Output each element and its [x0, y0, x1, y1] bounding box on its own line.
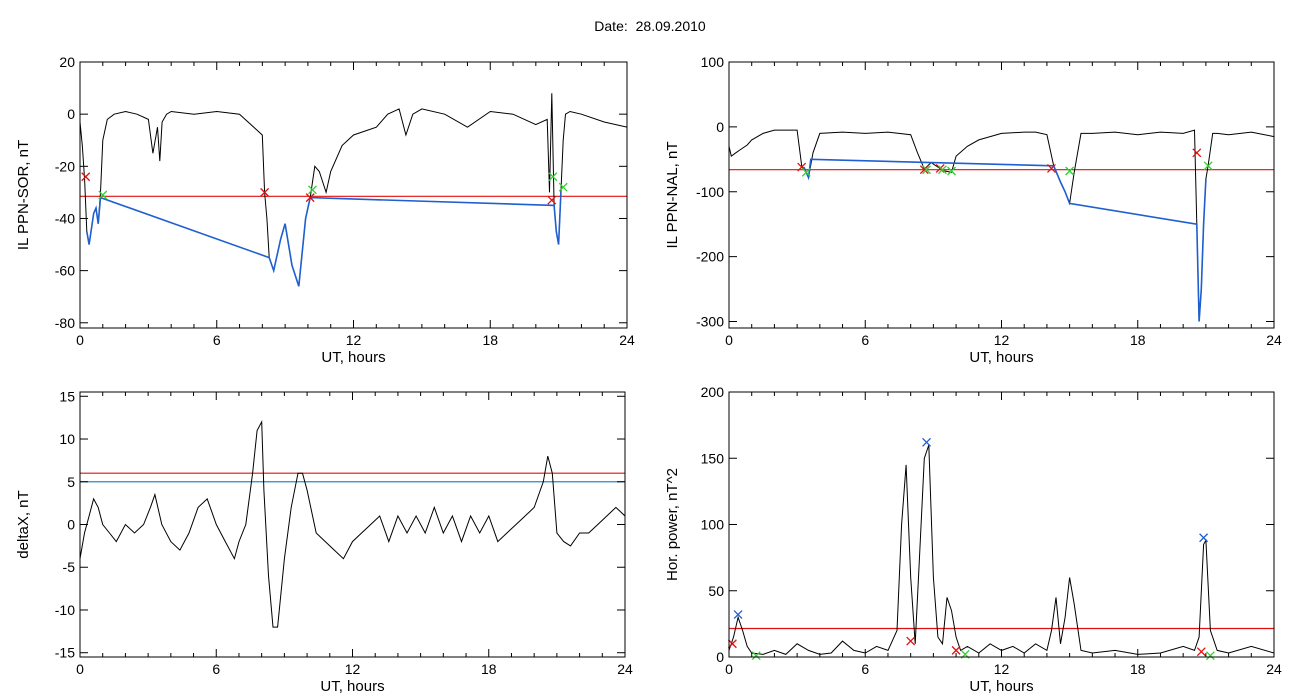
page-title: Date: 28.09.2010: [594, 18, 706, 34]
x-tick-label: 12: [994, 332, 1010, 348]
x-axis-label: UT, hours: [321, 349, 385, 366]
event-marker: [951, 645, 961, 655]
plot-frame: [728, 61, 1275, 329]
y-tick-label: 100: [701, 54, 725, 70]
x-axis-label: UT, hours: [320, 678, 384, 695]
y-tick-label: -60: [55, 263, 75, 279]
event-marker: [922, 165, 932, 175]
x-tick-label: 24: [619, 332, 635, 348]
x-tick-label: 12: [345, 661, 361, 677]
event-marker: [906, 636, 916, 646]
y-tick-label: 10: [59, 431, 75, 447]
series-line: [80, 420, 625, 628]
y-tick-label: 50: [708, 583, 724, 599]
x-tick-label: 18: [482, 332, 498, 348]
x-tick-label: 12: [346, 332, 362, 348]
series-line: [80, 93, 627, 287]
y-tick-label: -200: [696, 249, 724, 265]
y-tick-label: -10: [55, 602, 75, 618]
event-marker: [1047, 163, 1056, 173]
event-marker: [558, 182, 568, 192]
event-marker: [308, 185, 317, 195]
y-tick-label: -300: [696, 314, 724, 330]
y-axis-label: Hor. power, nT^2: [664, 468, 681, 581]
event-marker: [727, 639, 737, 649]
event-marker: [751, 651, 761, 661]
x-tick-label: 0: [76, 332, 84, 348]
x-tick-label: 18: [481, 661, 497, 677]
x-tick-label: 0: [725, 661, 733, 677]
y-tick-label: 0: [67, 517, 75, 533]
chart-panel-bottom-right: 0 6 12 18 24 200 150 100 50 0 UT, hours Hor. power,…: [664, 384, 1282, 695]
y-axis-label: IL PPN-NAL, nT: [664, 142, 681, 249]
event-marker: [548, 172, 558, 182]
y-tick-label: 0: [716, 119, 724, 135]
y-axis-label: deltaX, nT: [15, 490, 32, 558]
y-axis-label: IL PPN-SOR, nT: [15, 140, 32, 250]
y-tick-label: 15: [59, 388, 75, 404]
y-tick-label: -40: [55, 210, 75, 226]
x-tick-label: 18: [1130, 332, 1146, 348]
event-marker: [733, 610, 743, 620]
series-line: [86, 192, 562, 287]
chart-panel-top-left: 0 6 12 18 24 20 0 -20 -40 -60 -80 UT, hours IL PPN-S…: [15, 54, 635, 366]
event-marker: [922, 437, 932, 447]
y-tick-label: 0: [67, 106, 75, 122]
y-tick-label: 5: [67, 474, 75, 490]
event-marker: [547, 195, 557, 205]
chart-panel-top-right: 0 6 12 18 24 100 0 -100 -200 -300 UT, hours IL PPN-…: [664, 54, 1282, 366]
x-tick-label: 0: [725, 332, 733, 348]
event-marker: [305, 193, 315, 203]
event-marker: [947, 166, 957, 176]
plot-frame: [79, 61, 628, 329]
x-tick-label: 24: [1266, 661, 1282, 677]
y-tick-label: 100: [701, 517, 725, 533]
event-marker: [1205, 651, 1215, 661]
x-tick-label: 24: [617, 661, 633, 677]
event-marker: [1203, 161, 1213, 171]
x-axis-label: UT, hours: [969, 678, 1033, 695]
event-marker: [1065, 166, 1075, 176]
event-marker: [935, 163, 945, 173]
x-tick-label: 0: [76, 661, 84, 677]
event-marker: [1192, 148, 1202, 158]
x-tick-label: 12: [994, 661, 1010, 677]
y-tick-label: -100: [696, 184, 724, 200]
y-tick-label: 0: [716, 649, 724, 665]
event-marker: [81, 172, 91, 182]
event-marker: [801, 167, 811, 177]
y-tick-label: -15: [55, 645, 75, 661]
x-tick-label: 6: [212, 661, 220, 677]
y-tick-label: 200: [701, 384, 725, 400]
x-tick-label: 6: [861, 661, 869, 677]
x-tick-label: 24: [1266, 332, 1282, 348]
series-line: [729, 444, 1274, 655]
x-tick-label: 18: [1130, 661, 1146, 677]
x-tick-label: 6: [213, 332, 221, 348]
series-line: [803, 158, 1207, 322]
chart-panel-bottom-left: 0 6 12 18 24 15 10 5 0 -5 -10 -15 UT, hours deltaX, n…: [15, 388, 633, 695]
event-marker: [98, 190, 108, 200]
event-marker: [1199, 533, 1209, 543]
x-axis-label: UT, hours: [969, 349, 1033, 366]
event-marker: [1196, 647, 1206, 657]
y-tick-label: -5: [63, 559, 76, 575]
plot-frame: [728, 391, 1275, 658]
event-marker: [260, 187, 270, 197]
y-tick-label: 150: [701, 450, 725, 466]
y-tick-label: -80: [55, 315, 75, 331]
y-tick-label: -20: [55, 158, 75, 174]
x-tick-label: 6: [861, 332, 869, 348]
event-marker: [937, 165, 947, 175]
y-tick-label: 20: [59, 54, 75, 70]
event-marker: [919, 165, 929, 175]
